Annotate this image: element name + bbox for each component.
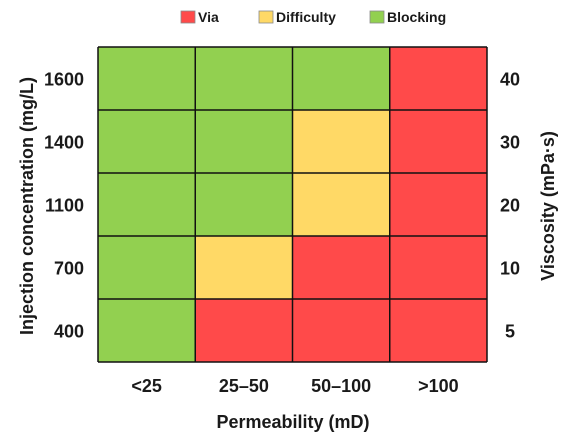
heatmap-cell-1600->100: [389, 47, 487, 110]
x-tick-label: <25: [131, 376, 162, 396]
heatmap-cell-1600-25–50: [195, 47, 293, 110]
y-left-tick-label: 1600: [44, 70, 84, 90]
y-right-tick-label: 10: [500, 259, 520, 279]
heatmap-cell-1400->100: [389, 110, 487, 173]
heatmap-cell-1600-50–100: [292, 47, 390, 110]
heatmap-cell-1400-<25: [98, 110, 196, 173]
heatmap-cell-700-<25: [98, 236, 196, 299]
heatmap-cell-400-25–50: [195, 299, 293, 362]
x-tick-label: 50–100: [311, 376, 371, 396]
heatmap-cell-1600-<25: [98, 47, 196, 110]
x-tick-label: 25–50: [219, 376, 269, 396]
y-left-tick-label: 400: [54, 322, 84, 342]
y-right-tick-label: 5: [505, 322, 515, 342]
y-left-tick-labels: 400 700 1100 1400 1600: [44, 70, 84, 342]
x-axis-label: Permeability (mD): [216, 412, 369, 432]
legend-swatch: [258, 10, 274, 24]
y-left-tick-label: 700: [54, 259, 84, 279]
legend-label: Blocking: [387, 9, 446, 25]
legend-label: Via: [198, 9, 219, 25]
y-right-tick-label: 40: [500, 70, 520, 90]
y-right-tick-label: 30: [500, 133, 520, 153]
legend: Via Difficulty Blocking: [180, 9, 446, 25]
heatmap-cells: [98, 47, 487, 362]
heatmap-cell-1400-50–100: [292, 110, 390, 173]
heatmap-cell-400->100: [389, 299, 487, 362]
grid-lines: [97, 46, 488, 363]
heatmap-cell-700-25–50: [195, 236, 293, 299]
heatmap-cell-400-50–100: [292, 299, 390, 362]
heatmap-cell-700-50–100: [292, 236, 390, 299]
y-right-tick-labels: 5 10 20 30 40: [500, 70, 520, 342]
y-left-axis-label: Injection concentration (mg/L): [17, 77, 37, 335]
heatmap-cell-1100-<25: [98, 173, 196, 236]
legend-label: Difficulty: [276, 9, 336, 25]
y-right-tick-label: 20: [500, 196, 520, 216]
heatmap-cell-700->100: [389, 236, 487, 299]
y-left-tick-label: 1400: [44, 133, 84, 153]
legend-swatch: [180, 10, 196, 24]
x-tick-labels: <25 25–50 50–100 >100: [131, 376, 458, 396]
heatmap-cell-1400-25–50: [195, 110, 293, 173]
heatmap-cell-1100-50–100: [292, 173, 390, 236]
x-tick-label: >100: [418, 376, 459, 396]
heatmap-cell-400-<25: [98, 299, 196, 362]
heatmap-cell-1100-25–50: [195, 173, 293, 236]
y-right-axis-label: Viscosity (mPa·s): [538, 131, 558, 281]
y-left-tick-label: 1100: [45, 196, 84, 216]
heatmap-cell-1100->100: [389, 173, 487, 236]
legend-swatch: [369, 10, 385, 24]
